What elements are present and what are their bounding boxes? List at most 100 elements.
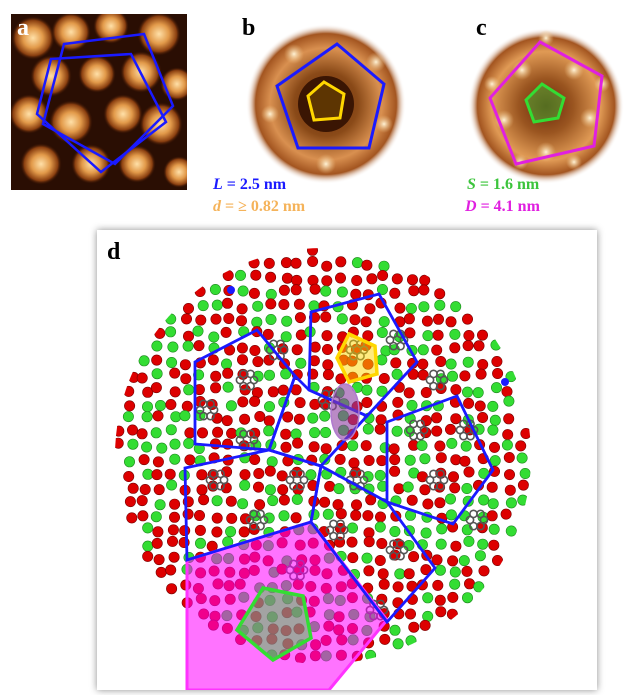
red-atom (435, 356, 447, 368)
green-atom (449, 578, 461, 590)
red-atom (377, 269, 389, 281)
green-atom (461, 386, 473, 398)
red-atom (408, 285, 420, 297)
red-atom (210, 438, 222, 450)
red-atom (181, 313, 193, 325)
red-atom (277, 484, 289, 496)
purple-ellipse (330, 383, 360, 441)
green-atom (151, 368, 163, 380)
red-atom (500, 508, 512, 520)
red-atom (239, 413, 251, 425)
green-atom (225, 400, 237, 412)
red-atom (136, 372, 148, 384)
red-atom (239, 469, 251, 481)
green-atom (376, 385, 388, 397)
green-atom (265, 314, 277, 326)
green-atom (420, 527, 432, 539)
green-atom (142, 540, 154, 552)
red-atom (432, 579, 444, 591)
carbon-ring (436, 369, 445, 379)
red-atom (363, 536, 375, 548)
green-atom (490, 339, 502, 351)
red-atom (151, 537, 163, 549)
green-atom (142, 522, 154, 534)
red-atom (420, 564, 432, 576)
red-atom (136, 495, 148, 507)
symbol-D: D (465, 198, 477, 215)
red-atom (236, 342, 248, 354)
red-atom (488, 539, 500, 551)
red-atom (182, 508, 194, 520)
red-atom (139, 484, 151, 496)
green-atom (402, 481, 414, 493)
green-atom (127, 438, 139, 450)
green-atom (333, 483, 345, 495)
red-atom (476, 329, 488, 341)
green-atom (435, 538, 447, 550)
red-atom (461, 313, 473, 325)
red-atom (154, 327, 166, 339)
red-atom (293, 413, 305, 425)
green-atom (347, 440, 359, 452)
red-atom (126, 512, 138, 524)
red-atom (142, 550, 154, 562)
red-atom (444, 423, 456, 435)
red-atom (293, 298, 305, 310)
red-atom (408, 551, 420, 563)
red-atom (517, 479, 529, 491)
red-atom (155, 566, 167, 578)
red-atom (447, 471, 459, 483)
green-atom (392, 638, 404, 650)
red-atom (376, 537, 388, 549)
red-atom (375, 414, 387, 426)
red-atom (290, 284, 302, 296)
red-atom (290, 512, 302, 524)
green-atom (405, 635, 417, 647)
green-atom (418, 301, 430, 313)
red-atom (223, 313, 235, 325)
red-atom (281, 272, 293, 284)
red-atom (308, 441, 320, 453)
red-atom (431, 425, 443, 437)
red-atom (431, 554, 443, 566)
blue-marker (227, 286, 235, 294)
carbon-ring (476, 509, 485, 519)
red-atom (378, 373, 390, 385)
green-atom (141, 401, 153, 413)
green-atom (422, 330, 434, 342)
green-atom (461, 592, 473, 604)
red-atom (167, 535, 179, 547)
green-atom (251, 316, 263, 328)
red-atom (351, 274, 363, 286)
red-atom (346, 536, 358, 548)
green-atom (365, 649, 377, 661)
red-atom (503, 452, 515, 464)
red-atom (389, 465, 401, 477)
green-atom (516, 452, 528, 464)
red-atom (179, 525, 191, 537)
red-atom (491, 356, 503, 368)
red-atom (151, 354, 163, 366)
red-atom (277, 384, 289, 396)
red-atom (262, 328, 274, 340)
green-atom (446, 370, 458, 382)
green-atom (281, 315, 293, 327)
red-atom (404, 608, 416, 620)
red-atom (474, 400, 486, 412)
red-atom (348, 457, 360, 469)
green-atom (211, 299, 223, 311)
red-atom (434, 440, 446, 452)
red-atom (374, 423, 386, 435)
red-atom (492, 368, 504, 380)
red-atom (321, 275, 333, 287)
red-atom (294, 397, 306, 409)
green-atom (416, 440, 428, 452)
panel-label-d: d (107, 239, 121, 265)
green-atom (463, 535, 475, 547)
small-pentagon-S (234, 586, 313, 663)
red-atom (393, 483, 405, 495)
red-atom (461, 565, 473, 577)
green-atom (208, 331, 220, 343)
red-atom (169, 511, 181, 523)
green-atom (378, 260, 390, 272)
